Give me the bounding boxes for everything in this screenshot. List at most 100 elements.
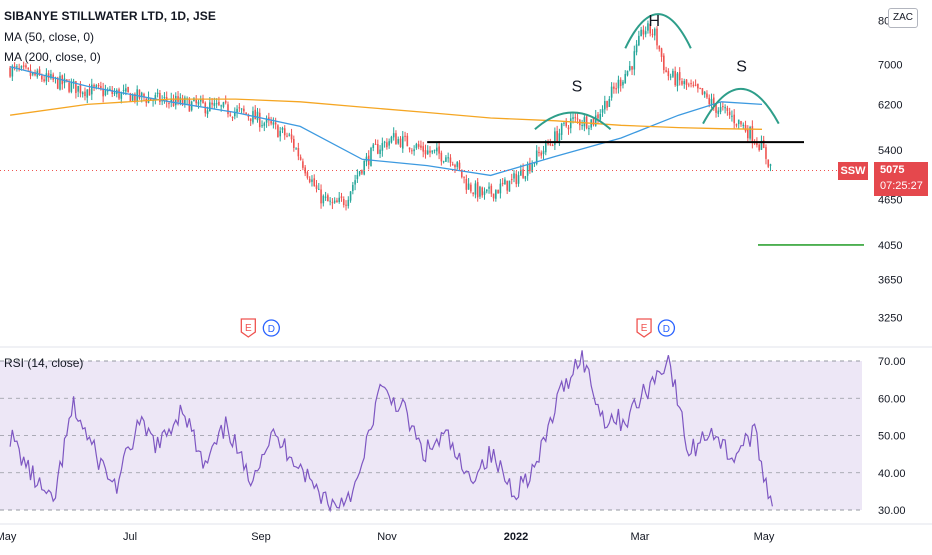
candle-body [377,144,379,154]
candle-body [138,89,141,99]
candle-body [129,93,132,102]
candle-body [159,92,161,103]
left-shoulder-arc [534,111,612,131]
left-shoulder-label: S [572,78,583,95]
candle-body [615,88,617,90]
candle-body [274,122,277,125]
candle-body [522,169,524,178]
rsi-band-fill [0,361,862,510]
candle-body [47,73,50,78]
candles-group [9,20,772,211]
candle-body [524,176,527,179]
right-shoulder-arc [702,87,780,125]
candle-body [517,175,520,184]
dividend-marker-label: D [268,324,275,335]
candle-body [760,140,763,150]
time-axis-label: Jul [123,531,137,543]
ma200-line [10,98,763,130]
candle-body [9,67,11,77]
candle-body [479,186,481,197]
candle-body [283,128,286,136]
earnings-marker-label: E [245,323,252,334]
candle-body [293,138,295,148]
candle-body [199,99,202,102]
candle-body [651,33,654,35]
candle-body [551,145,554,147]
earnings-marker [636,318,652,338]
candle-body [338,197,341,202]
candle-body [295,148,297,150]
candle-body [660,48,663,57]
candle-body [95,85,98,88]
candle-body [576,118,579,120]
ma50-legend[interactable]: MA (50, close, 0) [4,30,95,44]
candle-body [245,112,247,115]
price-axis-label: 5400 [878,145,902,157]
candle-body [140,92,143,97]
candle-body [556,131,558,142]
candle-body [13,66,16,68]
candle-body [168,103,170,105]
candle-body [211,102,213,105]
candle-body [431,150,434,153]
candle-body [43,79,45,82]
candle-body [438,146,440,154]
candle-body [710,98,713,106]
candle-body [749,126,751,139]
dividend-marker-label: D [663,324,670,335]
candle-body [565,121,568,127]
candle-body [463,176,465,178]
candle-body [649,23,652,34]
candle-body [622,81,624,86]
candle-body [331,202,334,204]
candle-body [692,84,695,86]
candle-body [111,89,114,94]
candle-body [724,107,726,109]
candle-body [374,143,377,145]
candle-body [560,123,563,135]
earnings-marker [240,318,256,338]
candle-body [181,98,184,105]
candle-body [342,199,345,205]
candle-body [569,118,572,129]
candle-body [93,84,95,87]
candle-body [481,187,484,196]
candle-body [84,91,86,97]
candle-body [567,127,570,130]
candle-body [631,66,633,70]
ma50-line [9,66,763,177]
symbol-title[interactable]: SIBANYE STILLWATER LTD, 1D, JSE [4,9,217,23]
candle-body [663,55,665,71]
candle-body [672,70,674,77]
candle-body [499,183,502,194]
candle-body [599,113,602,120]
candle-body [213,103,216,106]
candle-body [656,28,658,46]
candle-body [483,191,486,195]
time-axis-label: 2022 [504,531,528,543]
candle-body [288,134,291,136]
candle-body [258,112,261,128]
candle-body [195,99,198,104]
candle-body [638,35,640,46]
candle-body [179,97,182,103]
candle-body [508,180,511,192]
candle-body [254,109,257,120]
candle-body [102,88,104,97]
candle-body [678,72,681,81]
candle-body [687,84,690,86]
candle-body [68,82,70,92]
rsi-legend[interactable]: RSI (14, close) [4,356,84,370]
candle-body [597,114,599,119]
candle-body [422,146,425,152]
candle-body [426,150,429,154]
candle-body [558,133,561,142]
currency-button[interactable]: ZAC [888,8,918,28]
candle-body [81,92,84,95]
ma200-legend[interactable]: MA (200, close, 0) [4,50,101,64]
candle-body [681,81,683,85]
candle-body [604,101,606,110]
candle-body [647,23,649,31]
